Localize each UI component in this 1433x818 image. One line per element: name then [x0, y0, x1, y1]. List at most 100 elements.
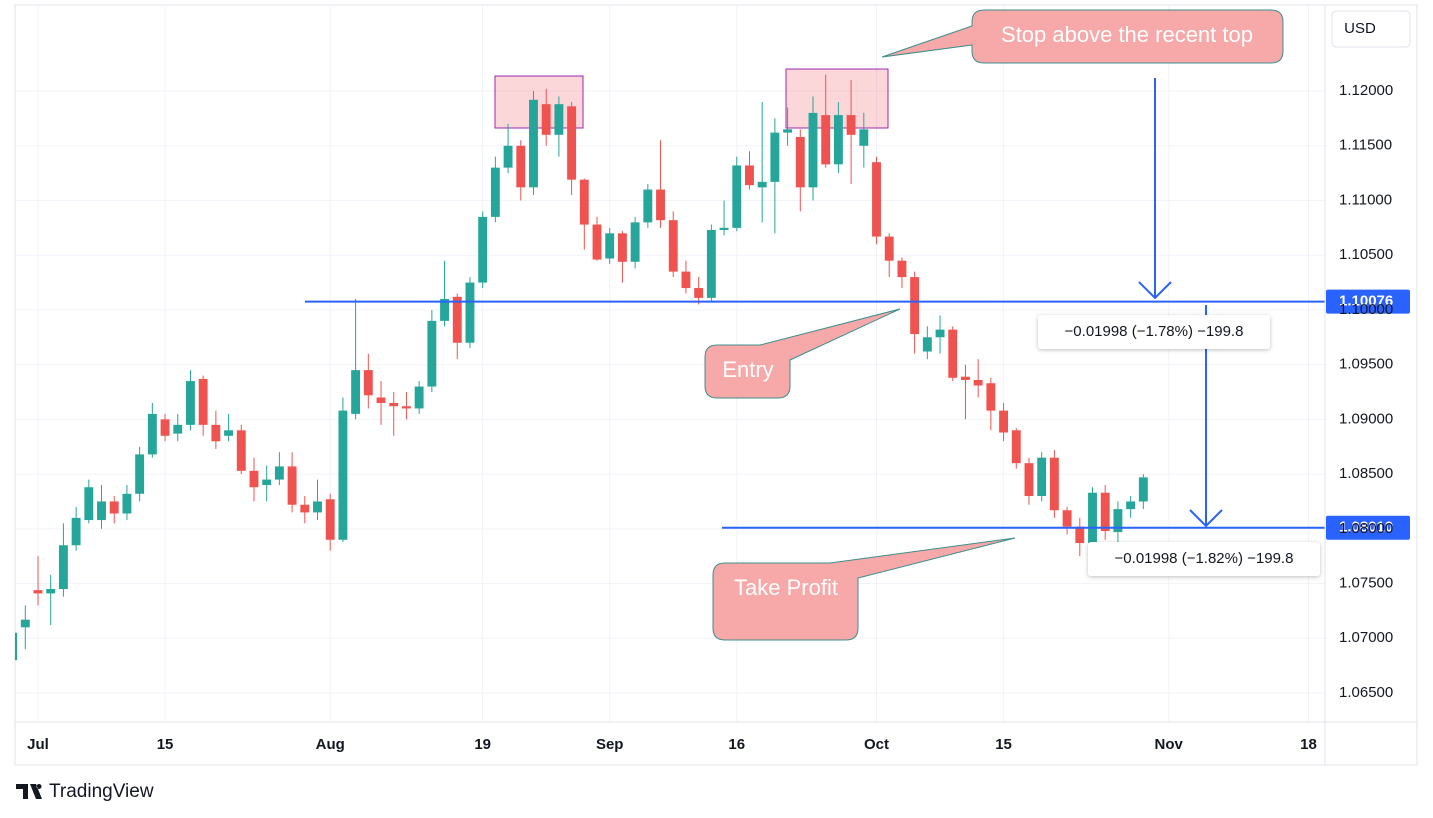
x-tick-label: 15 [995, 736, 1012, 753]
y-tick-label: 1.08000 [1339, 520, 1393, 537]
callout: Take Profit [712, 537, 1016, 641]
callout-shape [704, 308, 901, 399]
candle-body [681, 271, 691, 289]
candle-body [910, 277, 920, 335]
candle-body [1138, 477, 1148, 502]
candle-body [1088, 492, 1097, 544]
candle-body [224, 430, 234, 436]
brand-name: TradingView [49, 781, 154, 802]
measure-label: −0.01998 (−1.82%) −199.8 [1115, 550, 1294, 567]
candle-body [630, 222, 640, 262]
candle-body [186, 381, 195, 425]
candle-body [427, 320, 437, 387]
arrow-head [1138, 281, 1172, 300]
y-tick-label: 1.08500 [1339, 465, 1393, 482]
candle-body [1049, 457, 1059, 511]
candle-body [135, 454, 145, 494]
candle-body [872, 162, 881, 237]
measure-background [1088, 542, 1320, 576]
candle-body [643, 189, 653, 223]
candle-body [897, 260, 907, 278]
candle-body [961, 376, 970, 380]
candle-body [351, 370, 361, 414]
currency-box[interactable] [1331, 10, 1411, 48]
x-tick-label: 19 [474, 736, 491, 753]
candle-body [97, 501, 106, 521]
y-tick-label: 1.11000 [1339, 191, 1392, 208]
candle-body [147, 413, 157, 455]
candle-body [46, 589, 56, 594]
candle-body [15, 632, 18, 661]
candle-body [160, 419, 170, 436]
level-label-box [1326, 289, 1410, 314]
y-tick-label: 1.10000 [1339, 301, 1393, 318]
candle-body [1062, 510, 1072, 527]
candle-body [1011, 430, 1021, 464]
callout-text: Stop above the recent top [1001, 22, 1253, 47]
candle-body [20, 619, 30, 628]
y-tick-label: 1.09000 [1339, 410, 1393, 427]
grid [15, 5, 1325, 722]
currency-label[interactable]: USD [1344, 20, 1376, 37]
candle-body [999, 410, 1009, 433]
candle-body [236, 430, 246, 471]
y-tick-label: 1.10500 [1339, 246, 1393, 263]
callout: Entry [704, 308, 901, 399]
candle-body [503, 145, 513, 168]
callout: Stop above the recent top [881, 9, 1284, 64]
y-tick-label: 1.07500 [1339, 575, 1393, 592]
y-tick-label: 1.06500 [1339, 684, 1393, 701]
candle-body [71, 517, 81, 546]
candle-body [859, 129, 869, 146]
candle-body [122, 493, 132, 514]
x-tick-label: Jul [27, 736, 49, 753]
candle-body [592, 224, 602, 260]
candle-body [732, 165, 742, 228]
candle-body [579, 179, 589, 225]
x-tick-label: Sep [596, 736, 624, 753]
time-axis: Jul 15 Aug 19 Sep 16 Oct 15 Nov 18 [27, 736, 1317, 753]
candle-body [529, 99, 538, 188]
level-label: 1.10076 [1339, 293, 1393, 310]
callout-text: Entry [722, 357, 773, 382]
currency-button[interactable]: USD [1331, 10, 1411, 48]
candle-body [363, 370, 373, 396]
x-tick-label: Aug [316, 736, 345, 753]
levels: 1.10076 1.08010 [305, 289, 1410, 540]
candle-body [783, 129, 793, 133]
candle-body [516, 145, 526, 188]
callout-shape [712, 537, 1016, 641]
candle-body [198, 378, 208, 425]
candles [15, 74, 1148, 661]
candle-body [948, 329, 958, 378]
measure-box: −0.01998 (−1.82%) −199.8 [1088, 542, 1320, 576]
level-label-box [1326, 515, 1410, 540]
candle-body [490, 167, 500, 217]
candle-body [211, 424, 221, 442]
candle-body [414, 386, 424, 409]
candle-body [935, 329, 945, 338]
candle-body [262, 479, 272, 486]
candle-body [274, 466, 284, 480]
candle-body [757, 181, 767, 188]
y-tick-label: 1.11500 [1339, 137, 1392, 154]
candle-body [300, 504, 310, 513]
measure-background [1038, 315, 1270, 349]
candle-body [846, 115, 856, 135]
candle-body [719, 227, 729, 231]
candle-body [617, 233, 627, 262]
x-tick-label: Nov [1155, 736, 1184, 753]
candle-body [1037, 457, 1047, 496]
candle-body [1075, 526, 1085, 544]
candle-body [109, 501, 119, 514]
candle-body [605, 233, 615, 259]
y-tick-label: 1.07000 [1339, 629, 1393, 646]
candle-body [694, 288, 704, 298]
candle-body [1113, 509, 1123, 533]
candle-body [706, 230, 716, 298]
candle-body [833, 115, 843, 165]
candle-body [567, 106, 577, 180]
candle-body [313, 501, 322, 513]
x-tick-label: 16 [728, 736, 745, 753]
